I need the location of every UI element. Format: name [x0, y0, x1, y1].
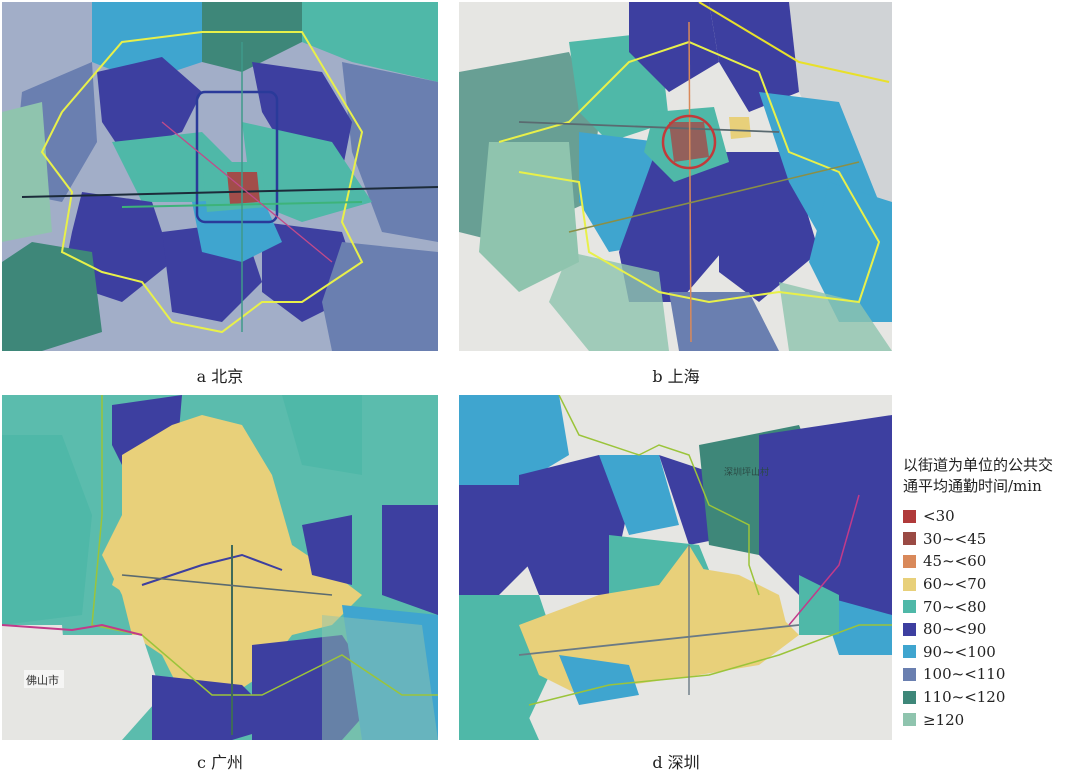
legend-label: 45~<60	[923, 552, 987, 571]
map-shenzhen: 深圳坪山村	[459, 395, 892, 740]
legend-label: <30	[923, 507, 955, 526]
legend-title: 以街道为单位的公共交 通平均通勤时间/min	[903, 455, 1079, 497]
legend-swatch	[903, 600, 916, 614]
legend-swatch	[903, 622, 916, 636]
map-shanghai-graphic	[459, 2, 892, 351]
legend-item: 70~<80	[903, 595, 1079, 618]
legend-swatch	[903, 645, 916, 659]
map-guangzhou: 佛山市	[2, 395, 438, 740]
map-beijing-graphic	[2, 2, 438, 351]
legend-label: 110~<120	[923, 688, 1006, 707]
legend-item: 30~<45	[903, 528, 1079, 551]
legend-swatch	[903, 532, 916, 546]
foshan-city-label: 佛山市	[26, 673, 59, 687]
legend-item: 60~<70	[903, 573, 1079, 596]
map-beijing	[2, 2, 438, 351]
legend-item: 45~<60	[903, 550, 1079, 573]
legend-item: 110~<120	[903, 686, 1079, 709]
legend: 以街道为单位的公共交 通平均通勤时间/min <30 30~<45 45~<60 60…	[903, 455, 1079, 731]
caption-shenzhen: d 深圳	[652, 753, 700, 772]
legend-swatch	[903, 554, 916, 568]
map-guangzhou-graphic: 佛山市	[2, 395, 438, 740]
legend-label: 80~<90	[923, 620, 987, 639]
shenzhen-park-label: 深圳坪山村	[724, 466, 769, 478]
legend-item: 100~<110	[903, 663, 1079, 686]
legend-item: <30	[903, 505, 1079, 528]
caption-guangzhou: c 广州	[196, 753, 244, 772]
legend-item: 90~<100	[903, 641, 1079, 664]
legend-swatch	[903, 577, 916, 591]
legend-label: 70~<80	[923, 597, 987, 616]
legend-label: 60~<70	[923, 575, 987, 594]
legend-swatch	[903, 690, 916, 704]
legend-label: 100~<110	[923, 665, 1006, 684]
legend-swatch	[903, 667, 916, 681]
legend-swatch	[903, 713, 916, 727]
legend-swatch	[903, 509, 916, 523]
caption-beijing: a 北京	[196, 367, 244, 386]
legend-title-line2: 通平均通勤时间/min	[903, 477, 1042, 495]
legend-label: 30~<45	[923, 529, 987, 548]
legend-label: 90~<100	[923, 642, 996, 661]
map-shanghai	[459, 2, 892, 351]
legend-title-line1: 以街道为单位的公共交	[903, 456, 1054, 474]
legend-item: 80~<90	[903, 618, 1079, 641]
map-shenzhen-graphic: 深圳坪山村	[459, 395, 892, 740]
legend-items: <30 30~<45 45~<60 60~<70 70~<80 80~<90 90~<100…	[903, 505, 1079, 731]
legend-item: ≥120	[903, 708, 1079, 731]
legend-label: ≥120	[923, 710, 965, 729]
caption-shanghai: b 上海	[652, 367, 700, 386]
